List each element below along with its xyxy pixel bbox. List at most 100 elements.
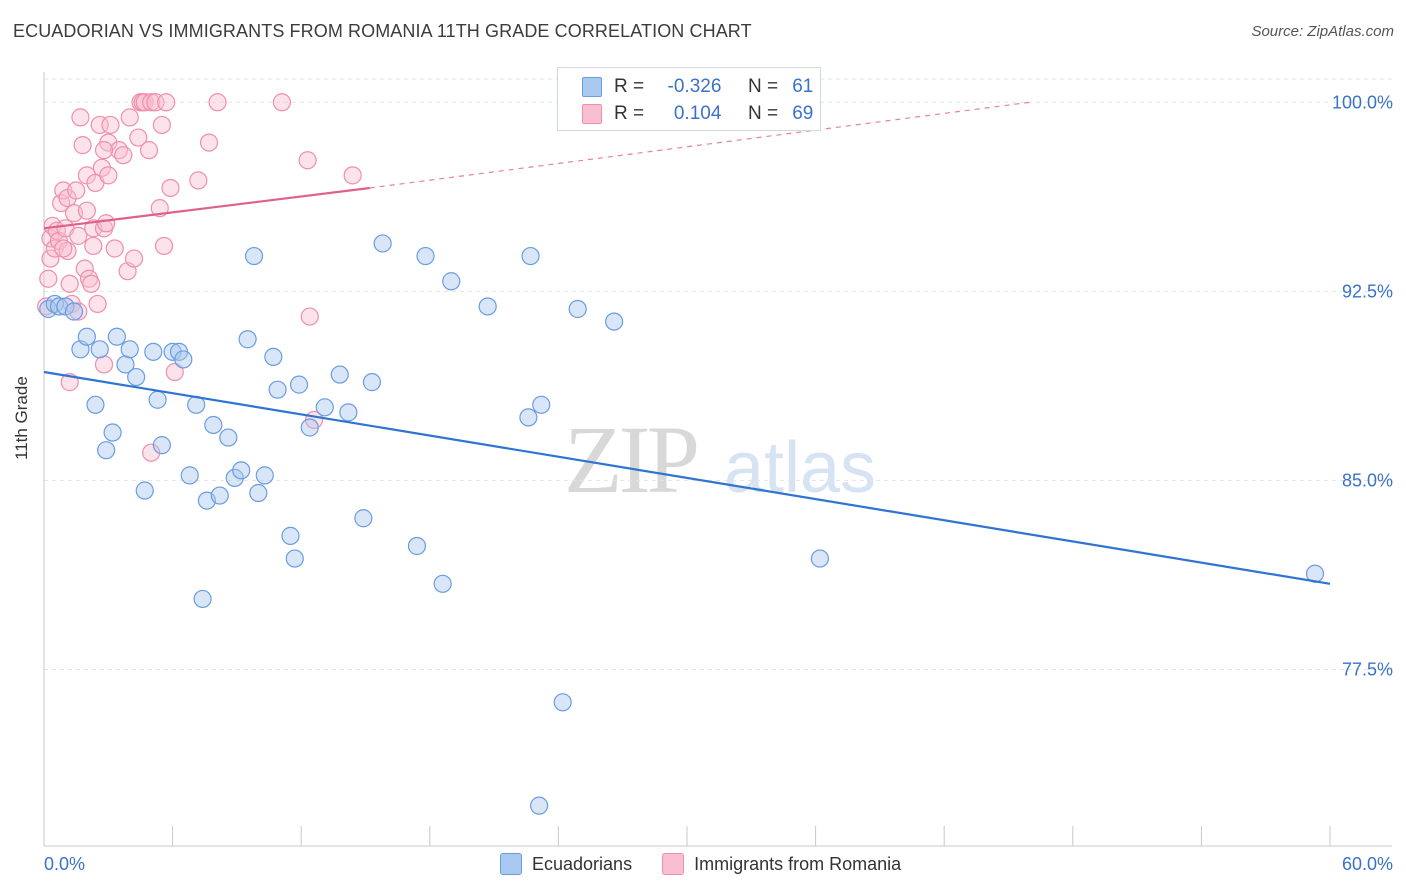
romania-point [94,141,114,160]
ecuadorian-point [56,297,75,316]
ecuadorian-point [605,312,624,331]
y-tick-label: 85.0% [1342,470,1393,490]
ecuadorian-point [144,342,163,361]
x-tick-label: 60.0% [1342,854,1393,874]
ecuadorian-point [120,340,139,359]
ecuadorian-point [519,408,538,427]
y-tick-labels: 77.5% 85.0% 92.5% 100.0% [1332,92,1393,679]
romania-point [92,158,111,177]
ecuadorian-point [152,436,171,455]
legend-swatch-blue [500,853,522,875]
ecuadorian-point [416,246,435,266]
series-legend: Ecuadorians Immigrants from Romania [500,852,931,876]
ecuadorian-point [532,395,551,414]
watermark-zip: ZIP [564,406,697,513]
romania-point [90,115,109,135]
r-value-romania: 0.104 [673,103,722,124]
ecuadorian-point [568,299,587,319]
romania-points [37,93,362,462]
ecuadorian-point [249,483,268,503]
ecuadorian-point [373,234,392,253]
ecuadorian-point [281,526,300,545]
ecuadorian-point [193,589,212,609]
legend-item-ecuadorians[interactable]: Ecuadorians [500,853,632,875]
ecuadorian-point [148,390,167,409]
ecuadorian-point [116,355,135,374]
romania-point [142,93,161,112]
romania-point [300,307,319,326]
romania-point [152,115,171,135]
ecuadorian-point [530,796,549,815]
r-label: R = [614,76,645,97]
romania-point [41,249,60,268]
ecuadorian-point [330,365,349,384]
n-label: N = [747,76,779,97]
axes [43,72,1392,847]
romania-point [105,239,124,258]
romania-point [73,136,92,155]
x-tick-labels: 0.0% 60.0% [44,854,1393,874]
y-tick-label: 77.5% [1342,660,1393,680]
ecuadorian-point [354,509,373,528]
romania-point [208,93,227,112]
legend-label-ecuadorians: Ecuadorians [532,853,633,874]
gridlines [44,78,1392,671]
n-value-romania: 69 [792,103,814,124]
watermark-atlas: atlas [724,428,876,508]
legend-item-romania[interactable]: Immigrants from Romania [662,853,901,875]
romania-point [298,151,317,170]
ecuadorian-point [107,327,126,346]
romania-point [146,93,165,112]
ecuadorian-point [244,246,264,266]
romania-point [114,146,133,165]
romania-point [101,115,120,135]
romania-point [199,133,219,152]
romania-point [97,214,116,233]
ecuadorian-point [174,350,193,369]
ecuadorian-point [255,466,274,485]
romania-trend-extension [369,101,1031,189]
romania-point [139,141,159,160]
r-value-ecuadorians: -0.326 [667,76,722,97]
romania-point [154,236,174,256]
romania-point [343,166,362,185]
ecuadorian-point [135,481,154,500]
watermark: ZIP atlas [564,406,876,513]
ecuadorian-point [315,398,334,417]
ecuadorian-point [521,246,540,266]
ecuadorian-point [433,574,452,593]
ecuadorian-point [268,380,287,399]
romania-point [69,226,88,245]
y-tick-label: 100.0% [1332,92,1393,112]
ecuadorian-point [810,549,829,568]
romania-point [39,269,58,288]
romania-point [165,362,184,382]
ecuadorian-point [300,418,319,437]
source-label: Source: ZipAtlas.com [1251,23,1394,40]
ecuadorian-point [232,461,251,480]
romania-point [67,181,86,200]
r-label: R = [614,103,645,124]
ecuadorian-point [103,423,122,442]
romania-point [94,355,114,374]
romania-point [135,93,154,112]
romania-point [129,128,148,147]
ecuadorian-point [64,302,84,321]
romania-point [142,443,161,462]
ecuadorian-points [39,234,1325,815]
ecuadorian-point [339,403,358,422]
legend-swatch-pink [662,853,685,875]
ecuadorian-point [219,428,238,447]
romania-point [161,178,180,198]
legend-swatch-blue [582,77,602,97]
ecuadorian-point [478,297,497,316]
ecuadorian-point [86,395,105,414]
ecuadorian-trend-line [43,370,1331,585]
chart-title: ECUADORIAN VS IMMIGRANTS FROM ROMANIA 11… [13,21,752,41]
romania-point [75,259,94,278]
ecuadorian-point [553,693,572,712]
trend-lines [43,101,1331,585]
n-value-ecuadorians: 61 [792,76,814,97]
ecuadorian-point [90,340,109,359]
n-label: N = [747,103,779,124]
